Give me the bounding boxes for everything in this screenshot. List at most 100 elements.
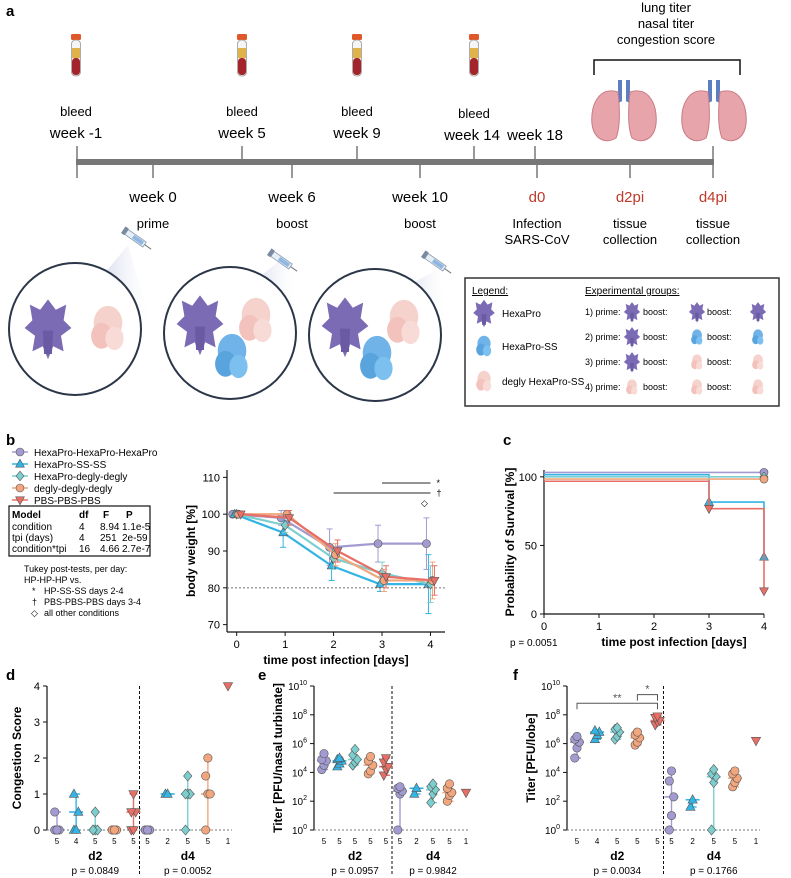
n-label: 5 <box>55 837 60 846</box>
data-point <box>666 811 676 821</box>
p-value: p = 0.0052 <box>164 866 212 877</box>
tick-base: 10 <box>545 768 557 779</box>
data-point <box>669 792 679 802</box>
event-type: boost <box>404 216 436 231</box>
group-boost-label: boost: <box>643 307 668 317</box>
significance-mark: † <box>436 488 441 498</box>
data-point <box>444 779 454 789</box>
event-week: week 6 <box>267 189 316 206</box>
outcome-lung-titer: lung titer <box>641 0 692 15</box>
data-point <box>222 682 234 692</box>
y-tick-label: 106 <box>292 738 307 751</box>
y-tick-label: 2 <box>34 753 40 765</box>
data-point <box>201 771 211 781</box>
data-point <box>205 789 215 799</box>
group-label: d2 <box>348 849 362 863</box>
boost2-zoom-circle <box>308 268 442 402</box>
x-tick-label: 0 <box>234 639 240 651</box>
blood-tube-icon <box>236 33 248 77</box>
collection-line1: tissue <box>696 216 730 231</box>
panel-label-a: a <box>6 3 15 20</box>
data-point <box>68 788 80 798</box>
data-point <box>143 825 153 835</box>
legend-box <box>464 277 780 407</box>
y-tick-label: 80 <box>208 583 220 595</box>
x-tick-label: 3 <box>379 639 385 651</box>
panel-label-f: f <box>513 667 519 684</box>
table-cell: 251 <box>100 533 117 544</box>
n-label: 1 <box>754 837 759 846</box>
legend-marker <box>15 470 25 482</box>
survival-point <box>704 505 714 515</box>
panel-label-c: c <box>503 432 511 449</box>
tick-exponent: 8 <box>303 709 307 716</box>
group-label: d4 <box>426 849 440 863</box>
tick-exponent: 4 <box>303 766 307 773</box>
timeline-bar <box>76 159 714 165</box>
survival-step-line <box>544 473 765 557</box>
y-tick-label: 1010 <box>288 680 307 693</box>
model-table <box>8 505 151 557</box>
prime-zoom-circle <box>8 262 142 396</box>
n-label: 4 <box>74 837 79 846</box>
outcome-bracket <box>593 59 741 75</box>
y-tick-label: 50 <box>525 540 537 552</box>
legend-label: PBS-PBS-PBS <box>34 496 101 507</box>
table-header: P <box>126 510 133 521</box>
group-label: 2) prime: <box>585 332 621 342</box>
collection-line1: tissue <box>613 216 647 231</box>
tick-base: 10 <box>292 740 304 751</box>
legend-title: Legend: <box>472 286 508 297</box>
outcome-nasal-titer: nasal titer <box>638 16 695 31</box>
n-label: 5 <box>131 837 136 846</box>
data-point <box>709 764 719 776</box>
n-label: 5 <box>655 837 660 846</box>
significance-mark: ◇ <box>421 498 428 508</box>
data-point <box>428 778 438 790</box>
data-point <box>201 825 211 835</box>
y-tick-label: 0 <box>34 825 40 837</box>
note-text: PBS-PBS-PBS days 3-4 <box>44 597 141 607</box>
data-point <box>319 749 329 759</box>
survival-step-line <box>544 480 765 591</box>
n-label: 5 <box>431 837 436 846</box>
data-point <box>128 790 139 800</box>
n-label: 5 <box>322 837 327 846</box>
data-point <box>284 514 295 524</box>
legend-marker <box>15 447 25 457</box>
data-point <box>162 788 173 798</box>
data-point <box>429 576 440 586</box>
y-tick-label: 100 <box>292 824 307 837</box>
data-point <box>460 788 472 799</box>
n-label: 5 <box>337 837 342 846</box>
n-label: 5 <box>112 837 117 846</box>
data-point <box>180 824 191 836</box>
data-point <box>666 766 676 776</box>
p-value: p = 0.0849 <box>71 866 119 877</box>
data-point <box>350 743 360 755</box>
event-type: boost <box>276 216 308 231</box>
tick-exponent: 10 <box>552 680 560 687</box>
bleed-label: bleed <box>60 104 92 119</box>
y-tick-label: 1010 <box>541 680 560 693</box>
significance-mark: * <box>436 478 440 488</box>
legend-label: HexaPro-degly-degly <box>34 472 127 483</box>
data-point <box>128 826 139 836</box>
n-label: 2 <box>690 837 695 846</box>
table-cell: 4.66 <box>100 544 120 555</box>
survival-point <box>759 474 769 484</box>
n-label: 1 <box>226 837 231 846</box>
infection-day: d0 <box>529 189 546 206</box>
x-tick-label: 3 <box>706 621 712 633</box>
note-symbol: * <box>32 586 36 596</box>
infection-line2: SARS-CoV <box>504 232 569 247</box>
data-point <box>50 807 60 817</box>
x-tick-label: 4 <box>761 621 767 633</box>
tick-base: 10 <box>545 826 557 837</box>
tick-exponent: 4 <box>556 766 560 773</box>
legend-marker <box>15 496 25 506</box>
data-point <box>235 510 246 520</box>
